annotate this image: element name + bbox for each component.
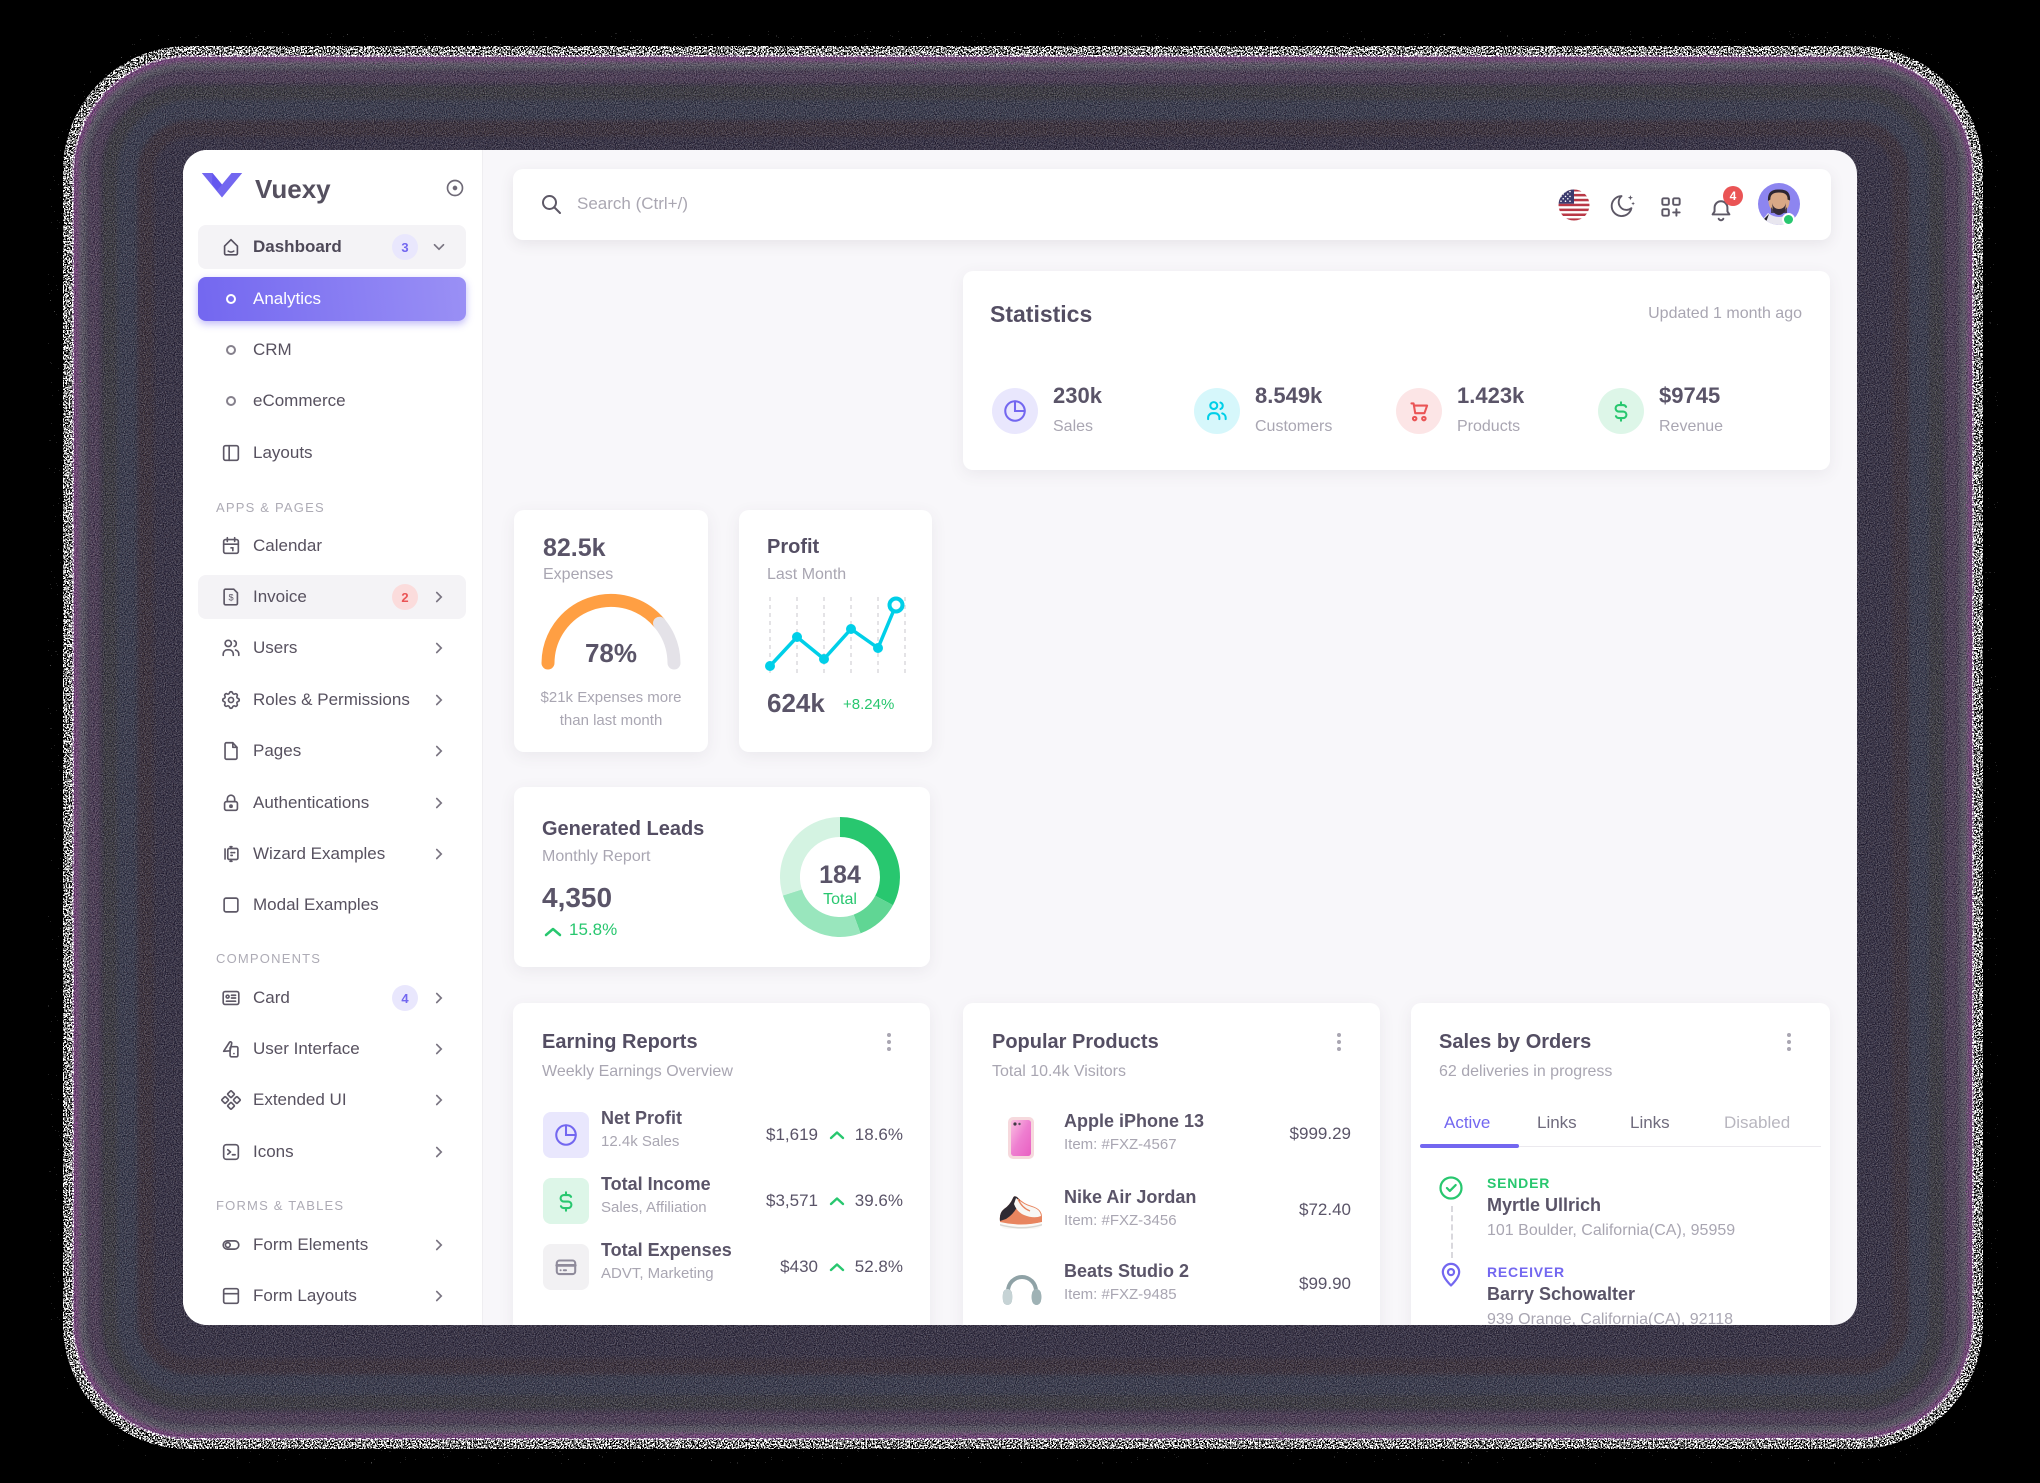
- svg-text:$: $: [228, 593, 233, 603]
